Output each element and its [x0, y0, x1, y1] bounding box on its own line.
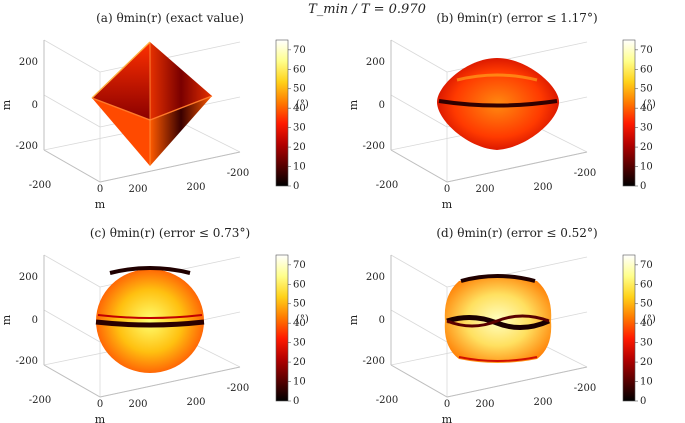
x-tick-label: 200: [475, 399, 494, 410]
z-tick-label: 0: [32, 315, 38, 326]
figure-suptitle: T_min / T = 0.970: [308, 2, 426, 17]
colorbar-tick-label: 70: [640, 45, 653, 56]
colorbar-unit: (°): [643, 314, 656, 325]
colorbar-tick-label: 0: [293, 181, 299, 192]
colorbar-tick-label: 40: [293, 318, 306, 329]
y-tick-label: 200: [533, 182, 552, 193]
colorbar-tick-label: 60: [640, 279, 653, 290]
colorbar-unit: (°): [296, 99, 309, 110]
panel-c: (c) θmin(r) (error ≤ 0.73°)2000-200m-200…: [0, 226, 309, 423]
x-tick-label: 200: [475, 184, 494, 195]
colorbar-tick-label: 20: [293, 142, 306, 153]
z-tick-label: -200: [363, 141, 385, 152]
z-tick-label: 200: [19, 272, 38, 283]
x-tick-label: 200: [128, 184, 147, 195]
colorbar-tick-label: 40: [293, 103, 306, 114]
colorbar-tick-label: 40: [640, 103, 653, 114]
colorbar-tick-label: 0: [640, 396, 646, 407]
colorbar-tick-label: 70: [640, 260, 653, 271]
colorbar-tick-label: 10: [293, 377, 306, 388]
colorbar-tick-label: 60: [640, 64, 653, 75]
colorbar-tick-label: 50: [640, 299, 653, 310]
colorbar-tick-label: 60: [293, 64, 306, 75]
surface-rounded-octahedron: [437, 58, 559, 150]
panel-title: (d) θmin(r) (error ≤ 0.52°): [436, 226, 597, 240]
colorbar: 0 10 20 30 40 50 60 70 (°): [275, 254, 309, 407]
y-tick-label: -200: [574, 383, 596, 394]
x-tick-label: 0: [97, 399, 103, 410]
colorbar-tick-label: 60: [293, 279, 306, 290]
x-tick-label: -200: [29, 395, 51, 406]
x-axis-label: m: [442, 413, 453, 423]
panel-title: (c) θmin(r) (error ≤ 0.73°): [90, 226, 250, 240]
y-tick-label: -200: [574, 168, 596, 179]
colorbar-tick-label: 50: [293, 84, 306, 95]
y-tick-label: 200: [186, 182, 205, 193]
colorbar-tick-label: 30: [640, 338, 653, 349]
colorbar-tick-label: 30: [293, 338, 306, 349]
panel-title: (b) θmin(r) (error ≤ 1.17°): [436, 11, 597, 25]
y-tick-label: -200: [227, 383, 249, 394]
surface-octahedron: [91, 41, 213, 166]
colorbar-tick-label: 10: [640, 377, 653, 388]
colorbar-unit: (°): [643, 99, 656, 110]
x-tick-label: 0: [97, 184, 103, 195]
panel-title: (a) θmin(r) (exact value): [96, 11, 244, 25]
x-axis-label: m: [442, 198, 453, 211]
colorbar-tick-label: 70: [293, 45, 306, 56]
panel-b: (b) θmin(r) (error ≤ 1.17°)2000-200m-200…: [347, 11, 656, 211]
z-tick-label: -200: [363, 356, 385, 367]
colorbar-tick-label: 50: [293, 299, 306, 310]
z-tick-label: 200: [366, 57, 385, 68]
colorbar-unit: (°): [296, 314, 309, 325]
colorbar: 0 10 20 30 40 50 60 70 (°): [622, 254, 656, 407]
colorbar-tick-label: 70: [293, 260, 306, 271]
colorbar: 0 10 20 30 40 50 60 70 (°): [275, 39, 309, 192]
y-tick-label: -200: [227, 168, 249, 179]
axes-box: [43, 254, 241, 398]
colorbar-tick-label: 0: [293, 396, 299, 407]
colorbar-tick-label: 30: [640, 123, 653, 134]
z-tick-label: -200: [16, 356, 38, 367]
x-tick-label: -200: [29, 180, 51, 191]
x-axis-label: m: [95, 413, 106, 423]
z-axis-label: m: [0, 314, 13, 325]
surface-sphere: [95, 266, 205, 373]
z-tick-label: -200: [16, 141, 38, 152]
surface-cushion: [444, 274, 552, 363]
x-tick-label: 200: [128, 399, 147, 410]
z-tick-label: 0: [32, 100, 38, 111]
z-tick-label: 200: [366, 272, 385, 283]
colorbar-tick-label: 50: [640, 84, 653, 95]
z-axis-label: m: [347, 314, 360, 325]
colorbar-tick-label: 20: [640, 142, 653, 153]
y-tick-label: 200: [533, 397, 552, 408]
x-axis-label: m: [95, 198, 106, 211]
colorbar-tick-label: 10: [640, 162, 653, 173]
colorbar-tick-label: 0: [640, 181, 646, 192]
colorbar-tick-label: 20: [293, 357, 306, 368]
colorbar: 0 10 20 30 40 50 60 70 (°): [622, 39, 656, 192]
z-tick-label: 200: [19, 57, 38, 68]
y-tick-label: 200: [186, 397, 205, 408]
axes-box: [390, 254, 588, 398]
colorbar-tick-label: 20: [640, 357, 653, 368]
colorbar-tick-label: 30: [293, 123, 306, 134]
panel-d: (d) θmin(r) (error ≤ 0.52°)2000-200m-200…: [347, 226, 656, 423]
z-tick-label: 0: [379, 315, 385, 326]
x-tick-label: 0: [444, 399, 450, 410]
x-tick-label: -200: [376, 180, 398, 191]
colorbar-tick-label: 40: [640, 318, 653, 329]
z-axis-label: m: [0, 99, 13, 110]
x-tick-label: 0: [444, 184, 450, 195]
x-tick-label: -200: [376, 395, 398, 406]
z-tick-label: 0: [379, 100, 385, 111]
z-axis-label: m: [347, 99, 360, 110]
colorbar-tick-label: 10: [293, 162, 306, 173]
